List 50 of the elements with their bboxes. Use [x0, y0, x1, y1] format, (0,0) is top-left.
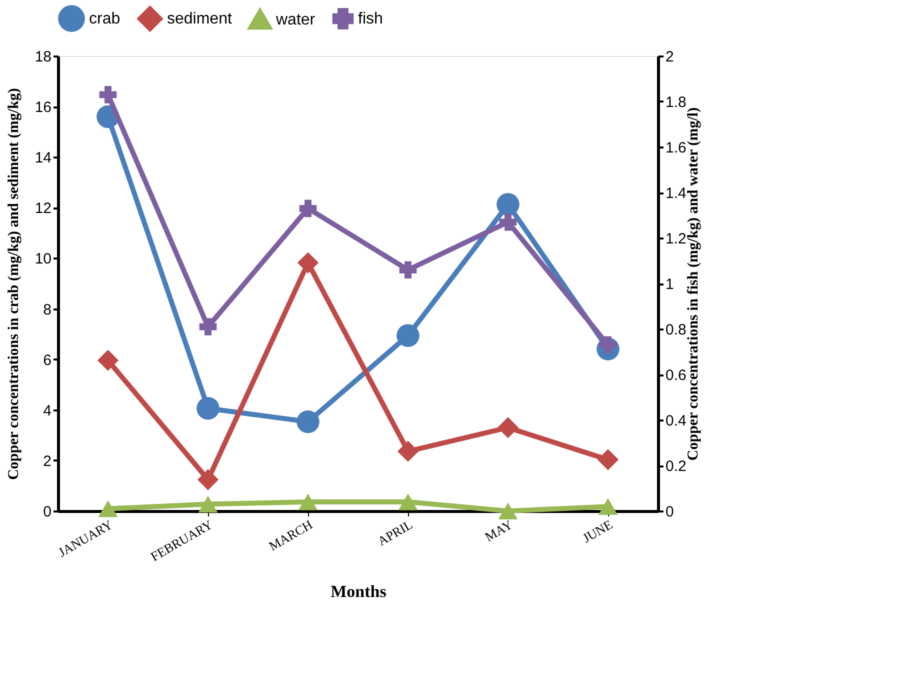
y-tick-label: 8: [43, 301, 52, 318]
point: [296, 410, 320, 434]
x-axis-title: Months: [330, 582, 387, 602]
y-tick-label: 14: [34, 150, 52, 167]
y-tick-label: 0: [43, 504, 52, 520]
y-tick-label: 2: [43, 452, 52, 470]
y-axis-title: Copper concentrations in crab (mg/kg) and sediment (mg/kg): [6, 88, 22, 480]
y-tick-label: 18: [34, 48, 52, 66]
x-tick-label: MAY: [482, 516, 516, 544]
point: [597, 449, 619, 470]
point: [398, 494, 418, 510]
y2-tick-label: 1.8: [666, 94, 686, 111]
y2-axis-title: Copper concentrations in fish (mg/kg) and water (mg/l): [685, 107, 702, 461]
point: [598, 498, 618, 515]
point: [498, 502, 518, 520]
y2-tick-label: 0.8: [666, 322, 686, 338]
y2-tick-label: 0.4: [666, 412, 686, 430]
y2-tick-label: 1.2: [666, 230, 686, 248]
point: [297, 252, 319, 274]
point: [298, 494, 318, 510]
y2-tick-label: 0.6: [666, 367, 686, 384]
y2-tick-label: 2: [666, 48, 674, 66]
point: [396, 324, 420, 347]
point: [299, 200, 317, 218]
point: [99, 86, 117, 104]
y2-tick-label: 1.4: [666, 185, 686, 202]
y-tick-label: 16: [34, 99, 52, 116]
point: [98, 500, 118, 518]
point: [198, 496, 218, 513]
legend-label: water: [275, 11, 316, 28]
y-tick-label: 4: [43, 402, 52, 420]
point: [397, 440, 419, 462]
point: [97, 350, 119, 371]
point: [199, 318, 217, 336]
legend-label: fish: [358, 10, 383, 28]
point: [496, 193, 520, 216]
y-tick-label: 12: [34, 200, 52, 218]
y2-tick-label: 1.6: [666, 140, 686, 156]
y-tick-label: 6: [43, 352, 52, 369]
y2-tick-label: 0: [666, 504, 674, 520]
point: [196, 396, 220, 420]
point: [399, 261, 417, 279]
point: [499, 213, 517, 231]
point: [497, 417, 519, 438]
legend-label: sediment: [167, 10, 232, 28]
y-tick-label: 10: [34, 250, 52, 268]
y2-tick-label: 0.2: [666, 458, 686, 475]
point: [197, 469, 219, 490]
y2-tick-label: 1: [666, 276, 674, 293]
legend-label: crab: [89, 10, 120, 28]
